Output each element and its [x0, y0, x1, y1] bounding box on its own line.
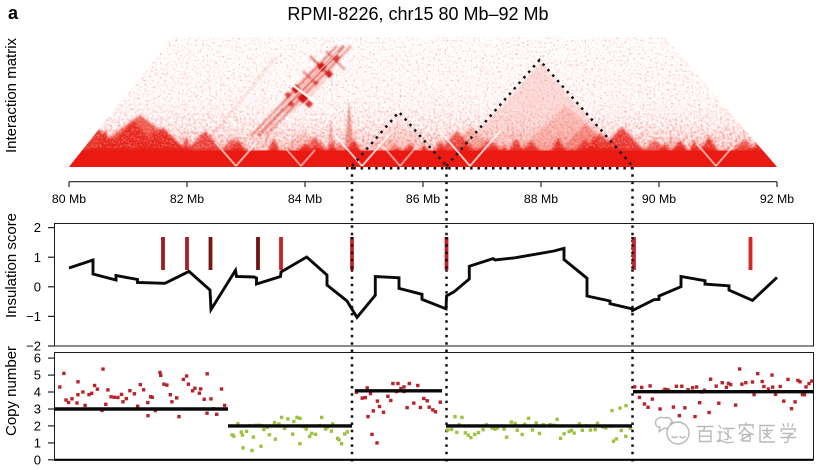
svg-text:2: 2 — [34, 419, 41, 434]
svg-text:RPMI-8226, chr15 80 Mb–92 Mb: RPMI-8226, chr15 80 Mb–92 Mb — [287, 4, 548, 24]
svg-text:4: 4 — [34, 385, 41, 400]
svg-text:90 Mb: 90 Mb — [642, 192, 676, 206]
svg-text:3: 3 — [34, 402, 41, 417]
svg-text:86 Mb: 86 Mb — [406, 192, 440, 206]
svg-text:−1: −1 — [26, 309, 41, 324]
svg-text:a: a — [8, 3, 19, 23]
svg-text:2: 2 — [34, 220, 41, 235]
svg-text:1: 1 — [34, 436, 41, 451]
svg-text:0: 0 — [34, 452, 41, 467]
svg-text:82 Mb: 82 Mb — [170, 192, 204, 206]
svg-text:6: 6 — [34, 351, 41, 366]
svg-text:1: 1 — [34, 250, 41, 265]
svg-text:0: 0 — [34, 279, 41, 294]
svg-text:92 Mb: 92 Mb — [760, 192, 794, 206]
svg-text:Interaction matrix: Interaction matrix — [3, 37, 20, 153]
svg-text:−2: −2 — [26, 339, 41, 354]
svg-text:80 Mb: 80 Mb — [52, 192, 86, 206]
svg-text:Insulation score: Insulation score — [3, 213, 20, 318]
svg-text:Copy number: Copy number — [3, 346, 20, 436]
svg-text:88 Mb: 88 Mb — [524, 192, 558, 206]
svg-text:5: 5 — [34, 368, 41, 383]
svg-text:84 Mb: 84 Mb — [288, 192, 322, 206]
